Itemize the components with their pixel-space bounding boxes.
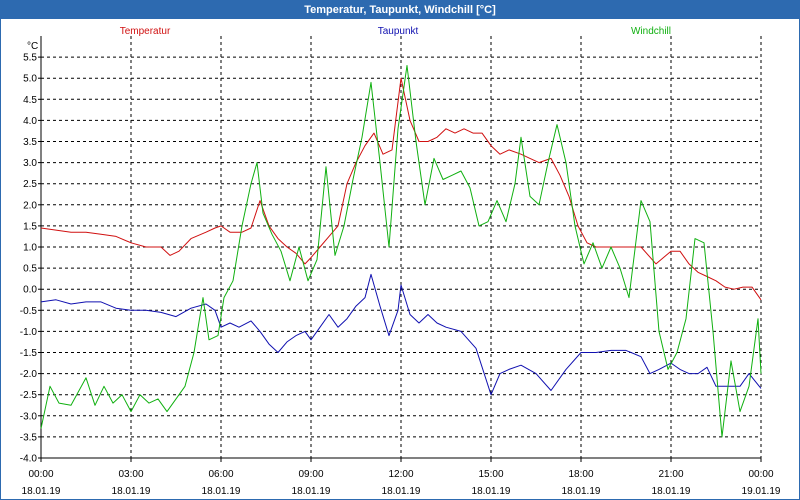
y-tick-label: 5.0 [23,74,37,85]
y-tick-label: 2.0 [23,200,37,211]
y-tick-label: 0.5 [23,264,37,275]
legend-item-temperatur: Temperatur [120,26,171,37]
y-tick-label: -3.0 [20,411,38,422]
x-tick-date-label: 18.01.19 [202,486,241,497]
y-tick-label: 1.5 [23,221,37,232]
y-tick-label: 3.5 [23,137,37,148]
y-tick-label: 3.0 [23,158,37,169]
y-tick-label: -0.5 [20,306,38,317]
x-tick-date-label: 18.01.19 [292,486,331,497]
x-tick-time-label: 00:00 [28,469,53,480]
y-tick-label: -3.5 [20,432,38,443]
legend-item-taupunkt: Taupunkt [378,26,419,37]
y-tick-label: -2.0 [20,369,38,380]
x-tick-time-label: 12:00 [388,469,413,480]
y-tick-label: 5.5 [23,53,37,64]
x-tick-time-label: 21:00 [658,469,683,480]
x-tick-time-label: 09:00 [298,469,323,480]
y-tick-label: -2.5 [20,390,38,401]
y-tick-label: 0.0 [23,285,37,296]
x-tick-date-label: 19.01.19 [742,486,781,497]
x-tick-time-label: 06:00 [208,469,233,480]
chart-title: Temperatur, Taupunkt, Windchill [°C] [1,1,799,19]
y-tick-label: 4.5 [23,95,37,106]
grid-lines [40,36,762,459]
x-tick-time-label: 00:00 [748,469,773,480]
y-tick-label: 2.5 [23,179,37,190]
x-tick-date-label: 18.01.19 [22,486,61,497]
x-tick-time-label: 18:00 [568,469,593,480]
tick-labels: -4.0 -3.5 -3.0 -2.5 -2.0 -1.5 -1.0 -0.5 0.0 0.5 1.… [20,53,781,497]
x-tick-date-label: 18.01.19 [112,486,151,497]
series-line-windchill [40,65,762,438]
y-tick-label: -1.0 [20,327,38,338]
x-tick-time-label: 03:00 [118,469,143,480]
y-tick-label: 4.0 [23,116,37,127]
x-tick-time-label: 15:00 [478,469,503,480]
y-axis-label: °C [27,41,38,52]
x-tick-date-label: 18.01.19 [562,486,601,497]
legend-item-windchill: Windchill [631,26,671,37]
x-tick-date-label: 18.01.19 [472,486,511,497]
x-tick-date-label: 18.01.19 [382,486,421,497]
x-tick-date-label: 18.01.19 [652,486,691,497]
y-tick-label: -1.5 [20,348,38,359]
y-tick-label: -4.0 [20,454,38,465]
series-line-taupunkt [40,273,762,396]
axes [38,36,762,462]
y-tick-label: 1.0 [23,243,37,254]
legend: Temperatur Taupunkt Windchill [120,26,671,37]
series-lines [40,65,762,438]
series-line-temperatur [40,77,762,301]
